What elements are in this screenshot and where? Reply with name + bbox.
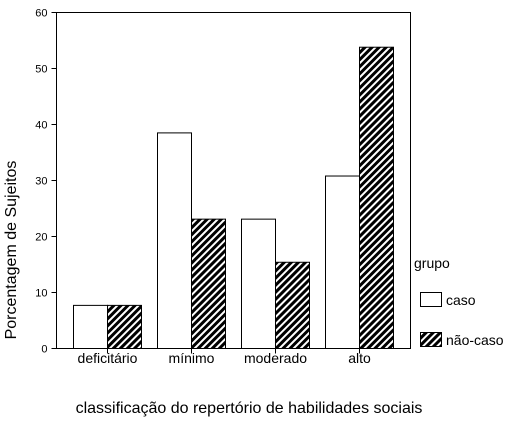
- y-axis: 0 10 20 30 40 50 60: [35, 8, 57, 356]
- bar-caso: [157, 132, 192, 349]
- x-axis-title: classificação do repertório de habilidad…: [76, 400, 423, 417]
- y-tick-label: 20: [35, 232, 47, 244]
- y-tick-label: 60: [35, 8, 47, 20]
- bars-group: [73, 46, 394, 350]
- x-category-label: mínimo: [169, 350, 215, 366]
- legend-swatch-caso: [420, 292, 442, 307]
- x-category-label: alto: [348, 350, 371, 366]
- bar-nao-caso: [275, 261, 310, 350]
- legend-label-caso: caso: [446, 292, 476, 308]
- legend-title: grupo: [414, 255, 450, 271]
- y-axis-title: Porcentagem de Sujeitos: [3, 161, 20, 340]
- bar-nao-caso: [359, 46, 394, 349]
- bar-caso: [241, 218, 276, 349]
- legend-label-nao-caso: não-caso: [446, 332, 504, 348]
- x-category-label: deficitário: [78, 350, 138, 366]
- x-axis: deficitário mínimo moderado alto: [78, 348, 371, 366]
- legend-swatch-nao-caso: [420, 332, 442, 347]
- y-tick-label: 40: [35, 120, 47, 132]
- bar-nao-caso: [107, 304, 142, 350]
- y-tick-label: 50: [35, 64, 47, 76]
- bar-nao-caso: [191, 218, 226, 349]
- bar-caso: [325, 175, 360, 349]
- y-tick-label: 0: [41, 344, 47, 356]
- bar-caso: [73, 304, 108, 350]
- x-category-label: moderado: [244, 350, 307, 366]
- y-tick-label: 10: [35, 288, 47, 300]
- y-tick-label: 30: [35, 176, 47, 188]
- legend: grupo caso não-caso: [414, 255, 504, 348]
